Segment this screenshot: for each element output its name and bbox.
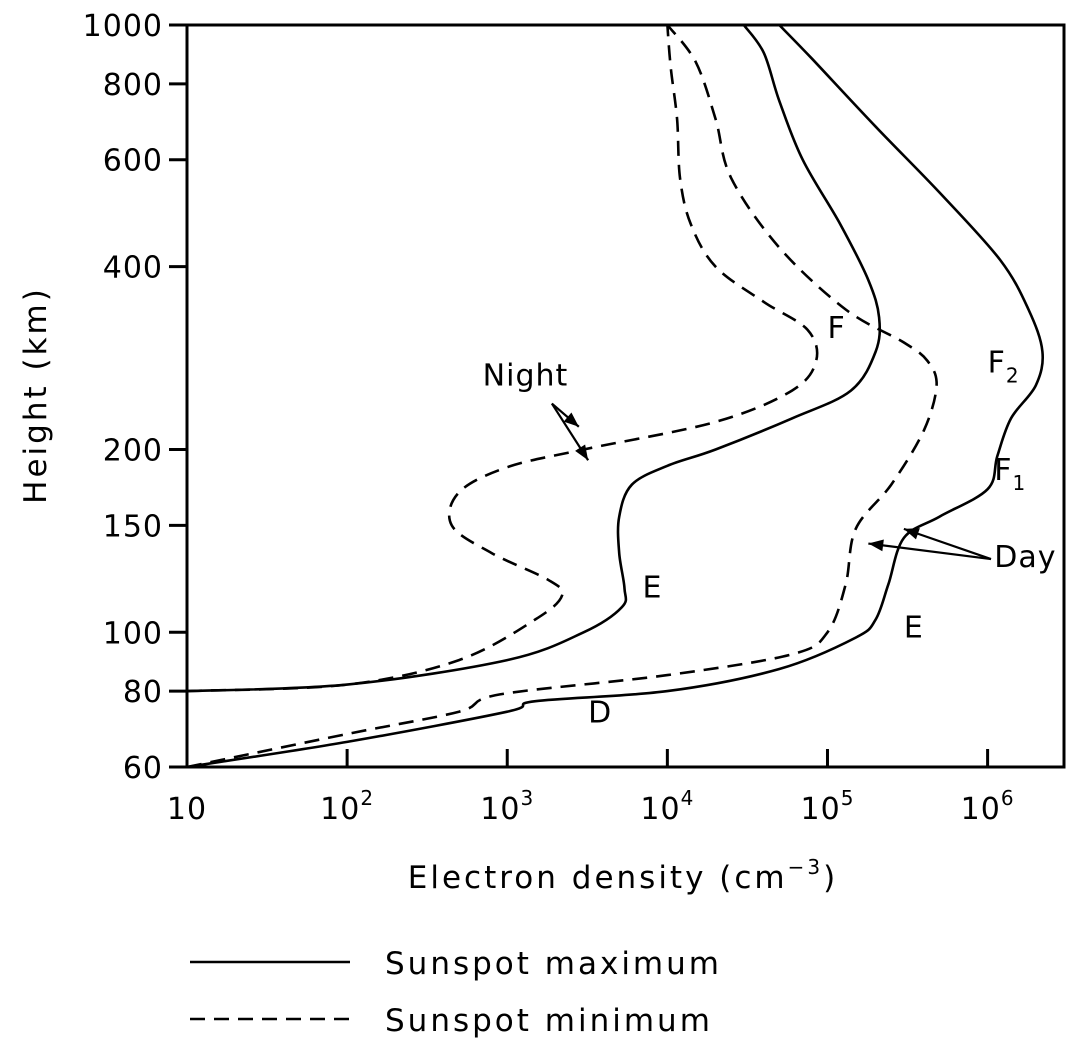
y-tick-label: 100 bbox=[103, 616, 163, 651]
annotation-arrow-head bbox=[575, 444, 589, 461]
annotation-arrow-shaft bbox=[903, 527, 992, 561]
annotation-label: Day bbox=[994, 540, 1056, 575]
legend-label: Sunspot minimum bbox=[385, 1003, 713, 1039]
annotation-label: E bbox=[904, 611, 924, 646]
annotation-arrows bbox=[550, 402, 992, 561]
y-axis-ticks: 1000 800 600 400 200 150 100 80 60 bbox=[83, 9, 187, 786]
y-tick-label: 80 bbox=[123, 675, 163, 710]
y-tick-label: 1000 bbox=[83, 9, 163, 44]
profile-curves bbox=[186, 24, 1045, 769]
annotation-label: F1 bbox=[994, 453, 1026, 495]
annotation-label: F bbox=[827, 311, 845, 346]
y-tick-label: 400 bbox=[103, 251, 163, 286]
annotation-label: Night bbox=[483, 358, 569, 393]
x-tick-label: 102 bbox=[320, 786, 374, 827]
y-tick-label: 600 bbox=[103, 144, 163, 179]
annotation-arrow-shaft bbox=[868, 542, 992, 561]
y-axis-title: Height (km) bbox=[18, 286, 54, 504]
x-tick-label: 104 bbox=[640, 786, 694, 827]
x-tick-label: 103 bbox=[480, 786, 534, 827]
x-axis-ticks: 10 102 103 104 105 106 bbox=[167, 749, 1015, 827]
annotation-label: D bbox=[588, 696, 612, 731]
annotation-arrow-head bbox=[868, 539, 884, 552]
y-tick-label: 150 bbox=[103, 509, 163, 544]
y-tick-label: 60 bbox=[123, 751, 163, 786]
region-labels: Night Day F F2 F1 E E D bbox=[483, 311, 1056, 731]
series-line-night-sunspot-maximum bbox=[186, 24, 882, 693]
x-tick-label: 106 bbox=[961, 786, 1015, 827]
legend: Sunspot maximum Sunspot minimum bbox=[190, 946, 722, 1039]
series-line-day-sunspot-minimum bbox=[186, 24, 938, 769]
plot-frame bbox=[185, 23, 1066, 769]
legend-label: Sunspot maximum bbox=[385, 946, 722, 982]
y-tick-label: 800 bbox=[103, 68, 163, 103]
x-axis-title: Electron density (cm−3) bbox=[408, 855, 838, 896]
y-tick-label: 200 bbox=[103, 433, 163, 468]
x-tick-label: 10 bbox=[167, 792, 207, 827]
x-tick-label: 105 bbox=[801, 786, 855, 827]
annotation-arrow-head bbox=[563, 412, 579, 427]
annotation-arrow-head bbox=[903, 528, 920, 540]
series-line-day-sunspot-maximum bbox=[186, 24, 1045, 769]
annotation-label: F2 bbox=[988, 345, 1020, 387]
annotation-label: E bbox=[643, 571, 663, 606]
series-line-night-sunspot-minimum bbox=[186, 24, 819, 693]
